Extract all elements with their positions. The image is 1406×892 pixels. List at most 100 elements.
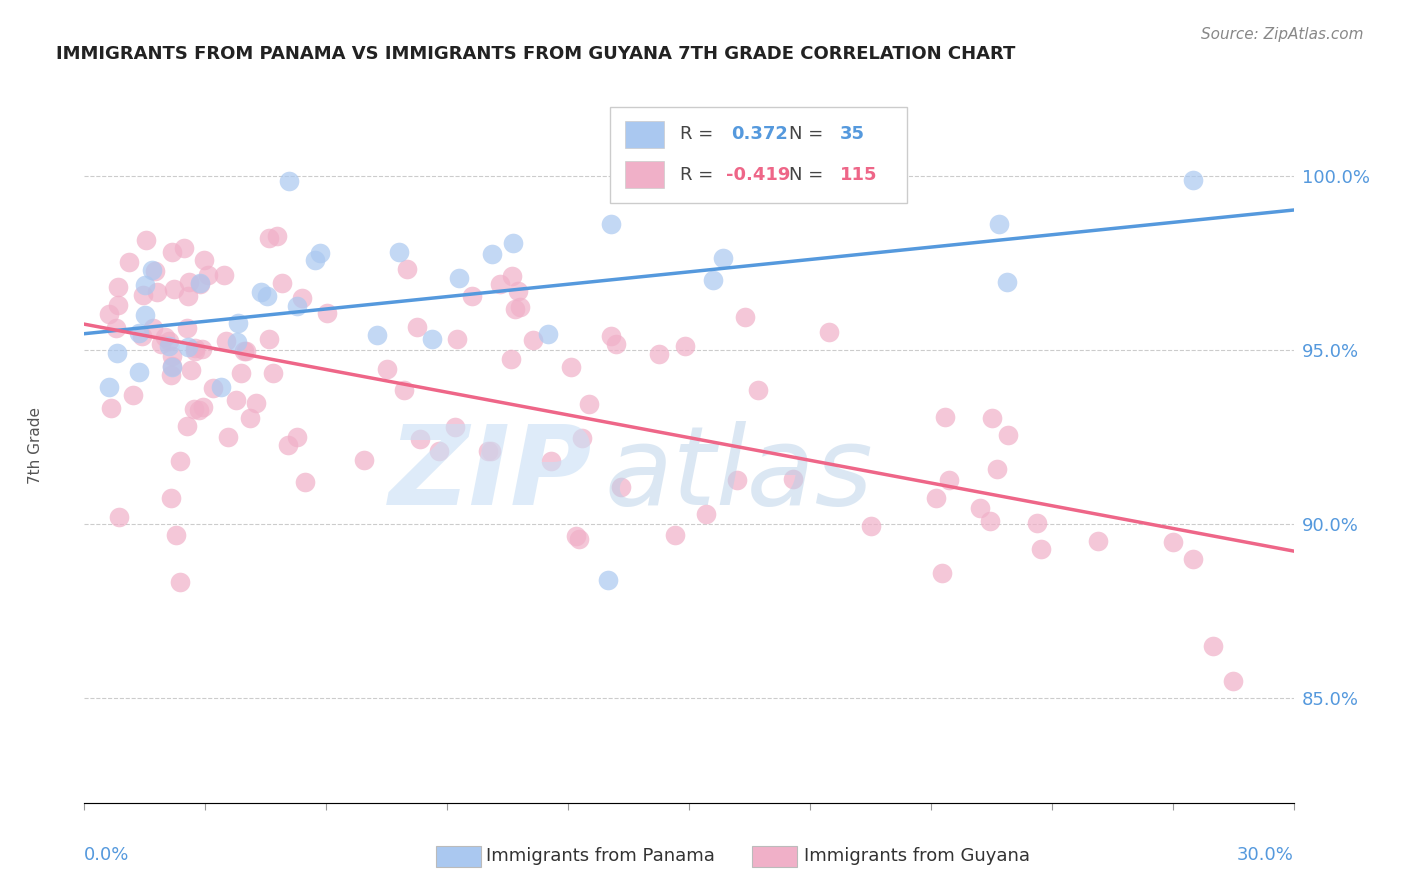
Point	[277, 438, 299, 452]
Point	[225, 392, 247, 407]
Point	[134, 308, 156, 322]
Point	[169, 574, 191, 589]
Point	[578, 397, 600, 411]
Point	[695, 508, 717, 522]
Point	[444, 420, 467, 434]
Point	[648, 347, 671, 361]
Point	[160, 368, 183, 382]
Point	[537, 326, 560, 341]
Text: Immigrants from Panama: Immigrants from Panama	[486, 847, 716, 865]
Point	[183, 401, 205, 416]
Text: 115: 115	[841, 166, 877, 184]
Point	[934, 410, 956, 425]
Point	[479, 444, 502, 458]
Point	[477, 444, 499, 458]
Point	[128, 365, 150, 379]
Text: 0.372: 0.372	[731, 125, 789, 143]
Point	[388, 244, 411, 259]
Point	[747, 383, 769, 397]
Point	[1031, 542, 1053, 557]
Point	[702, 272, 724, 286]
Point	[600, 218, 623, 232]
FancyBboxPatch shape	[624, 161, 664, 188]
Point	[768, 186, 790, 201]
Point	[160, 360, 183, 375]
Point	[938, 473, 960, 487]
Point	[209, 380, 232, 394]
Point	[304, 253, 326, 268]
Point	[180, 362, 202, 376]
Text: Immigrants from Guyana: Immigrants from Guyana	[804, 847, 1031, 865]
Point	[1202, 639, 1225, 653]
Point	[142, 321, 165, 335]
Point	[100, 401, 122, 415]
Point	[353, 452, 375, 467]
Point	[262, 366, 284, 380]
Point	[197, 268, 219, 283]
Point	[245, 395, 267, 409]
Point	[160, 244, 183, 259]
Point	[278, 173, 301, 187]
Point	[449, 271, 471, 285]
Point	[173, 241, 195, 255]
Point	[256, 289, 278, 303]
Point	[217, 430, 239, 444]
Point	[598, 573, 620, 587]
Point	[986, 462, 1008, 476]
Point	[239, 411, 262, 425]
Point	[711, 251, 734, 265]
Point	[446, 332, 468, 346]
Point	[997, 428, 1019, 442]
Point	[420, 332, 443, 346]
Point	[605, 337, 627, 351]
FancyBboxPatch shape	[624, 120, 664, 148]
Point	[177, 289, 200, 303]
Point	[995, 275, 1018, 289]
Point	[988, 217, 1011, 231]
Point	[610, 480, 633, 494]
Point	[157, 339, 180, 353]
Text: Source: ZipAtlas.com: Source: ZipAtlas.com	[1201, 27, 1364, 42]
Point	[250, 285, 273, 300]
Point	[157, 334, 180, 348]
Point	[128, 326, 150, 340]
Point	[169, 454, 191, 468]
Point	[146, 285, 169, 299]
Point	[202, 381, 225, 395]
Point	[499, 352, 522, 367]
Point	[226, 317, 249, 331]
Text: 7th Grade: 7th Grade	[28, 408, 44, 484]
Point	[105, 320, 128, 334]
Point	[1087, 534, 1109, 549]
Text: -0.419: -0.419	[727, 166, 790, 184]
Point	[176, 321, 198, 335]
Point	[501, 269, 523, 284]
Point	[395, 261, 418, 276]
Point	[176, 340, 198, 354]
Point	[259, 332, 281, 346]
Text: 0.0%: 0.0%	[84, 846, 129, 863]
Point	[290, 291, 312, 305]
Point	[673, 339, 696, 353]
Point	[105, 345, 128, 359]
Point	[134, 278, 156, 293]
Point	[162, 349, 184, 363]
Point	[394, 383, 416, 397]
Point	[664, 528, 686, 542]
Point	[285, 430, 308, 444]
Text: 35: 35	[841, 125, 865, 143]
Point	[316, 305, 339, 319]
Point	[734, 310, 756, 325]
Point	[235, 344, 257, 359]
Point	[1161, 534, 1184, 549]
Point	[782, 472, 804, 486]
Point	[179, 276, 201, 290]
Point	[560, 360, 582, 375]
Point	[188, 403, 211, 417]
Point	[191, 342, 214, 356]
Point	[564, 529, 586, 543]
Point	[226, 334, 249, 349]
Point	[409, 432, 432, 446]
Point	[122, 387, 145, 401]
Point	[159, 491, 181, 505]
